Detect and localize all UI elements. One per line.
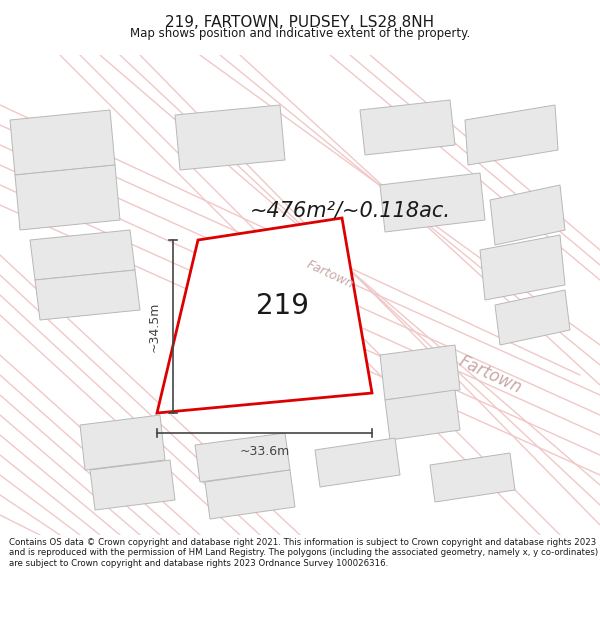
Polygon shape	[10, 110, 115, 175]
Text: 219: 219	[256, 292, 309, 320]
Polygon shape	[80, 415, 165, 470]
Polygon shape	[465, 105, 558, 165]
Polygon shape	[430, 453, 515, 502]
Text: 219, FARTOWN, PUDSEY, LS28 8NH: 219, FARTOWN, PUDSEY, LS28 8NH	[166, 16, 434, 31]
Polygon shape	[480, 235, 565, 300]
Text: Map shows position and indicative extent of the property.: Map shows position and indicative extent…	[130, 27, 470, 39]
Text: Fartown: Fartown	[304, 258, 356, 292]
Polygon shape	[195, 433, 290, 482]
Polygon shape	[35, 270, 140, 320]
Polygon shape	[385, 390, 460, 440]
Text: ~476m²/~0.118ac.: ~476m²/~0.118ac.	[250, 200, 451, 220]
Polygon shape	[315, 438, 400, 487]
Text: Contains OS data © Crown copyright and database right 2021. This information is : Contains OS data © Crown copyright and d…	[9, 538, 598, 568]
Polygon shape	[205, 470, 295, 519]
Polygon shape	[30, 230, 135, 280]
Polygon shape	[90, 460, 175, 510]
Polygon shape	[15, 165, 120, 230]
Polygon shape	[380, 173, 485, 232]
Polygon shape	[495, 290, 570, 345]
Text: ~33.6m: ~33.6m	[239, 445, 290, 458]
Polygon shape	[360, 100, 455, 155]
Polygon shape	[175, 105, 285, 170]
Polygon shape	[380, 345, 460, 400]
Polygon shape	[490, 185, 565, 245]
Text: Fartown: Fartown	[455, 352, 524, 398]
Polygon shape	[157, 218, 372, 413]
Text: ~34.5m: ~34.5m	[148, 301, 161, 352]
